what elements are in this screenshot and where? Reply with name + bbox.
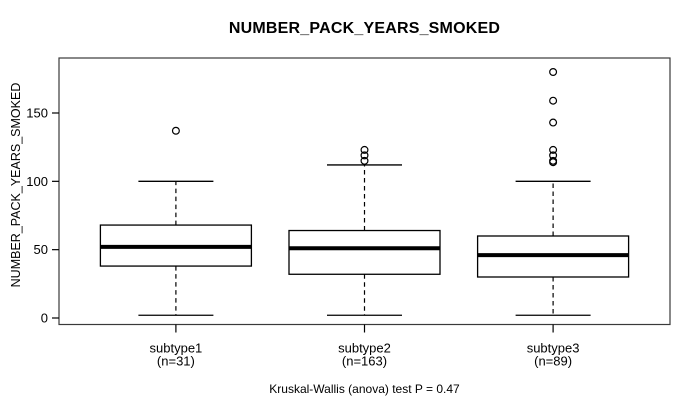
outlier-point [360, 151, 369, 160]
outlier-point [171, 126, 180, 135]
outlier-point [549, 145, 558, 154]
chart-title: NUMBER_PACK_YEARS_SMOKED [228, 20, 501, 37]
stat-test-caption: Kruskal-Wallis (anova) test P = 0.47 [269, 382, 460, 396]
x-category-label: subtype2 [338, 341, 391, 356]
x-count-label: (n=31) [157, 354, 195, 369]
y-tick-label: 50 [34, 242, 48, 257]
iqr-box [288, 229, 441, 275]
x-category-label: subtype1 [150, 341, 203, 356]
outlier-point [549, 96, 558, 105]
outlier-point [549, 156, 558, 165]
y-tick-label: 0 [41, 311, 48, 326]
outlier-point [549, 151, 558, 160]
y-tick-label: 100 [26, 174, 48, 189]
x-category-label: subtype3 [527, 341, 580, 356]
y-tick-label: 150 [26, 105, 48, 120]
x-count-label: (n=163) [342, 354, 387, 369]
outlier-point [549, 67, 558, 76]
outlier-point [360, 156, 369, 165]
outlier-point [549, 118, 558, 127]
outlier-point [360, 145, 369, 154]
x-count-label: (n=89) [534, 354, 572, 369]
